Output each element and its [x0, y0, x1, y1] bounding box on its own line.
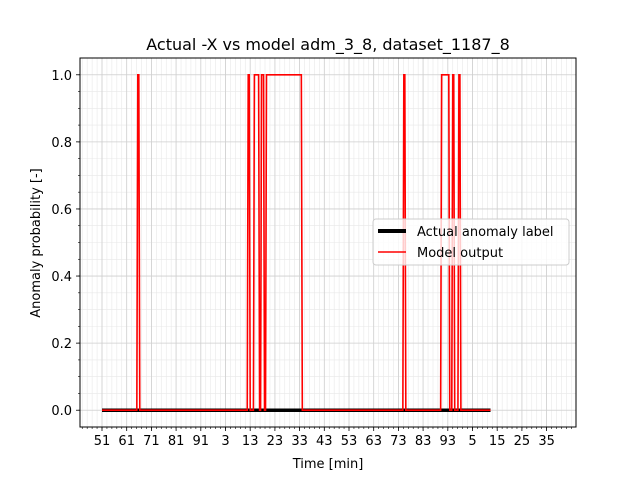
- plot-lines: [102, 73, 491, 412]
- legend-label-model: Model output: [417, 246, 503, 261]
- x-tick-label: 25: [514, 434, 531, 449]
- x-tick-label: 23: [267, 434, 284, 449]
- x-tick-label: 43: [316, 434, 333, 449]
- x-tick-label: 53: [341, 434, 358, 449]
- x-tick-label: 83: [415, 434, 432, 449]
- x-tick-label: 13: [242, 434, 259, 449]
- legend: Actual anomaly label Model output: [372, 218, 570, 266]
- x-axis-label: Time [min]: [292, 457, 364, 472]
- x-tick-label: 63: [365, 434, 382, 449]
- x-tick-label: 15: [489, 434, 506, 449]
- x-tick-label: 33: [291, 434, 308, 449]
- chart-title: Actual -X vs model adm_3_8, dataset_1187…: [146, 35, 510, 55]
- y-tick-label: 0.8: [51, 136, 72, 151]
- x-tick-label: 91: [193, 434, 210, 449]
- x-tick-label: 51: [94, 434, 111, 449]
- series-line-model: [102, 73, 491, 412]
- legend-box: [372, 218, 570, 266]
- x-tick-label: 35: [538, 434, 555, 449]
- x-tick-label: 3: [221, 434, 229, 449]
- x-tick-label: 81: [168, 434, 185, 449]
- x-tick-label: 93: [440, 434, 457, 449]
- y-tick-label: 1.0: [51, 69, 72, 84]
- x-tick-label: 71: [143, 434, 160, 449]
- y-tick-label: 0.2: [51, 337, 72, 352]
- legend-label-actual: Actual anomaly label: [417, 225, 554, 240]
- y-tick-label: 0.4: [51, 270, 72, 285]
- y-tick-label: 0.0: [51, 404, 72, 419]
- y-axis-label: Anomaly probability [-]: [29, 168, 44, 317]
- x-tick-label: 5: [468, 434, 476, 449]
- axis-ticks: 51 61 71 81 91 3 13 23 33 43 53 63 73 83 93 5 15 25 35 0.0 0…: [51, 69, 572, 449]
- y-tick-label: 0.6: [51, 203, 72, 218]
- x-tick-label: 61: [118, 434, 135, 449]
- x-tick-label: 73: [390, 434, 407, 449]
